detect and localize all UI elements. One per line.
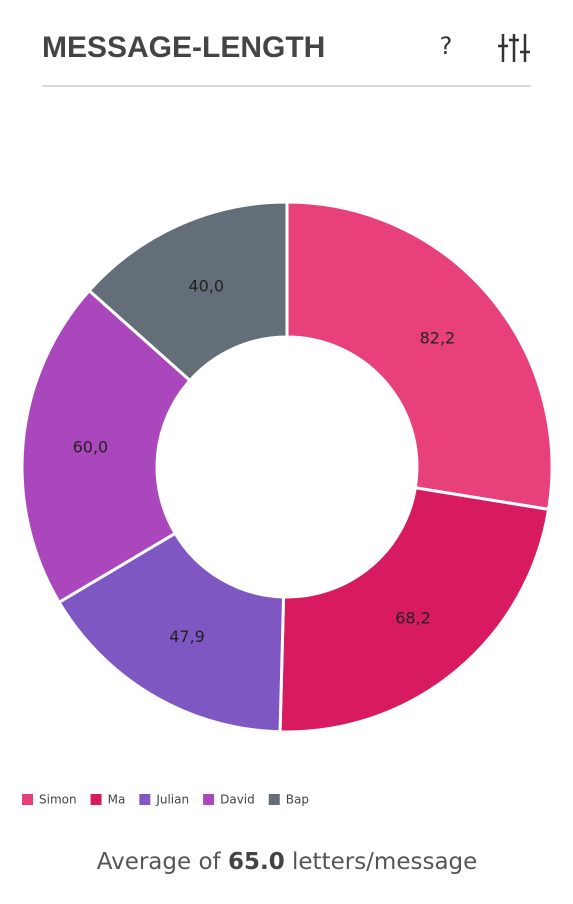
- screen-title: MESSAGE-LENGTH: [42, 31, 325, 64]
- legend-label: David: [220, 793, 255, 807]
- legend: Simon Ma Julian David Bap: [22, 793, 309, 807]
- slice-label: 60,0: [73, 437, 109, 456]
- donut-slice: [20, 288, 193, 605]
- legend-swatch: [22, 794, 33, 805]
- average-prefix: Average of: [97, 849, 222, 875]
- slice-label: 47,9: [169, 627, 205, 646]
- legend-swatch: [203, 794, 215, 805]
- legend-label: Simon: [39, 793, 77, 807]
- donut-slice: [57, 531, 286, 734]
- average-suffix: letters/message: [292, 849, 477, 875]
- settings-button[interactable]: [498, 34, 530, 62]
- donut: 82,2 68,2 47,9 60,0 40,0: [20, 200, 554, 734]
- help-button[interactable]: ?: [440, 32, 453, 60]
- legend-label: Ma: [108, 793, 126, 807]
- legend-swatch: [268, 794, 280, 805]
- legend-label: Julian: [155, 793, 189, 807]
- slice-label: 68,2: [395, 609, 431, 628]
- legend-swatch: [90, 794, 102, 805]
- donut-slice: [87, 200, 289, 383]
- slice-label: 82,2: [420, 328, 456, 347]
- donut-slice: [285, 200, 554, 512]
- slice-label: 40,0: [188, 276, 224, 295]
- average-summary: Average of 65.0 letters/message: [97, 849, 478, 875]
- legend-label: Bap: [286, 793, 309, 807]
- donut-slice: [278, 486, 551, 734]
- average-value: 65.0: [228, 849, 285, 875]
- legend-swatch: [139, 794, 151, 805]
